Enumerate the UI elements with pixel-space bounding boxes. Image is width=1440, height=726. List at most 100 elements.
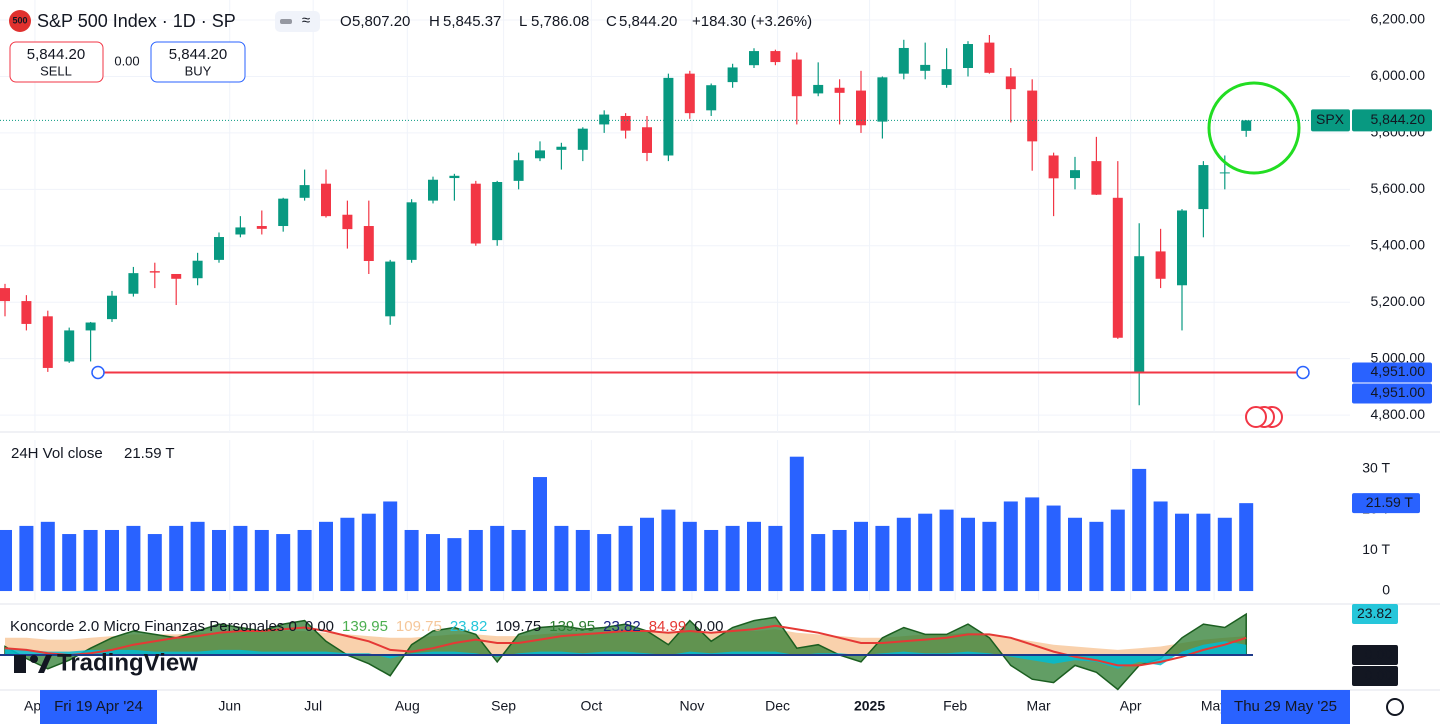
y-tick-label: 5,400.00 [1371,236,1426,252]
candle-body [1155,251,1166,279]
candle-body [1177,210,1187,286]
ohlc-key: H [429,13,440,30]
hline-badge-text: 4,951.00 [1371,384,1426,400]
x-tick-label: Jul [304,698,322,714]
volume-bar [1153,501,1168,592]
symbol-title: S&P 500 Index · 1D · SP [37,11,236,31]
buy-label: BUY [185,63,212,78]
ohlc-key: C [606,13,617,30]
volume-bar [212,529,226,592]
candle-body [577,128,588,150]
price-badge-text: 5,844.20 [1371,111,1426,127]
volume-bar [490,525,505,592]
candle-body [963,44,973,69]
volume-bar [511,529,526,592]
indicator-value: 109.75 [495,618,541,635]
x-tick-label: Feb [943,698,967,714]
indicator-value: 109.75 [396,618,442,635]
candle-body [791,59,802,97]
price-change: +184.30 (+3.26%) [692,13,812,30]
volume-bar [404,529,419,592]
candle-body [877,77,888,122]
sell-price: 5,844.20 [27,46,85,63]
logo-mark [30,655,38,663]
x-tick-label: Mar [1027,698,1051,714]
indicator-value: 23.82 [450,618,488,635]
hline-badge-text: 4,951.00 [1371,363,1426,379]
toggle-button[interactable] [275,11,320,32]
y-tick-label: 4,800.00 [1371,406,1426,422]
candle-body [1027,90,1038,142]
settings-button[interactable] [1386,698,1404,716]
x-tick-label: Oct [580,698,602,714]
candle-body [149,271,160,273]
volume-bar [811,534,826,592]
volume-bar [725,525,740,592]
line-handle[interactable] [91,365,105,380]
x-tick-label: Jun [218,698,241,714]
x-tick-label: Aug [395,698,420,714]
volume-bar [276,534,291,592]
candle-body [684,73,695,114]
candle-body [299,185,310,198]
ohlc-value: 5,807.20 [352,13,410,30]
volume-bar [982,521,997,592]
volume-bar [575,529,590,592]
candle-body [385,261,396,317]
x-tick-label: Apr [1120,698,1142,714]
ohlc-value: 5,845.37 [443,13,501,30]
sell-button[interactable] [9,41,104,83]
volume-bar [40,521,55,592]
ohlc-value: 5,844.20 [619,13,677,30]
volume-bar [918,513,933,592]
candle-body [278,198,289,227]
time-cursor-label: Thu 29 May '25 [1234,698,1337,715]
volume-bar [533,477,547,592]
candle-body [920,64,931,71]
volume-bar [961,517,975,592]
candle-body [363,226,374,262]
y-tick-label: 30 T [1362,460,1390,476]
volume-bar [383,501,398,592]
y-tick-label: 6,200.00 [1371,11,1426,27]
volume-bar [169,525,184,592]
indicator-badge-text: 23.82 [1357,605,1392,621]
volume-bar [854,521,868,592]
candle-body [1091,161,1102,195]
y-tick-label: 5,200.00 [1371,293,1426,309]
volume-bar [682,521,697,592]
indicator-badge-text: 0.00 [1365,646,1392,662]
event-flag[interactable] [1245,406,1267,428]
x-tick-label: May [1201,698,1227,714]
symbol-badge-text: SPX [1316,111,1345,127]
indicator-legend: Koncorde 2.0 Micro Finanzas Personales 0… [10,618,723,635]
indicator-badge [1352,604,1398,625]
candle-body [941,69,952,85]
volume-bar [704,529,719,592]
volume-bar [1025,497,1040,592]
candle-body [1198,165,1209,210]
candle-body [898,47,909,74]
indicator-value: 84.99 [649,618,687,635]
volume-bar [340,517,355,592]
candle-body [642,127,652,153]
volume-bar [83,529,98,592]
volume-bar [19,525,34,592]
candle-body [192,260,203,279]
volume-bar [62,534,77,592]
candle-body [749,51,759,66]
volume-bar [554,525,569,592]
indicator-badge [1352,666,1398,687]
indicator-value: 139.95 [549,618,595,635]
y-tick-label: 10 T [1362,541,1390,557]
volume-bar [1175,513,1189,592]
candle-body [42,316,53,368]
volume-bar [1132,468,1147,592]
buy-button[interactable] [150,41,246,83]
volume-bar [1110,509,1125,592]
candle-body [620,115,631,131]
candle-body [171,273,182,279]
y-tick-label: 5,600.00 [1371,180,1426,196]
line-handle[interactable] [1296,365,1310,380]
